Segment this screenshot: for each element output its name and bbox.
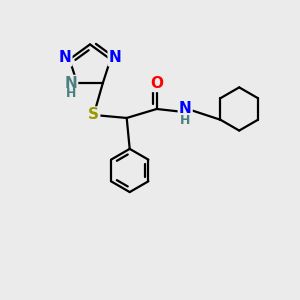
Text: N: N — [64, 76, 77, 91]
Text: H: H — [65, 87, 76, 100]
Text: O: O — [150, 76, 163, 91]
Text: S: S — [88, 107, 99, 122]
Text: H: H — [180, 114, 190, 127]
Text: N: N — [109, 50, 122, 65]
Text: N: N — [179, 101, 192, 116]
Text: N: N — [58, 50, 71, 65]
